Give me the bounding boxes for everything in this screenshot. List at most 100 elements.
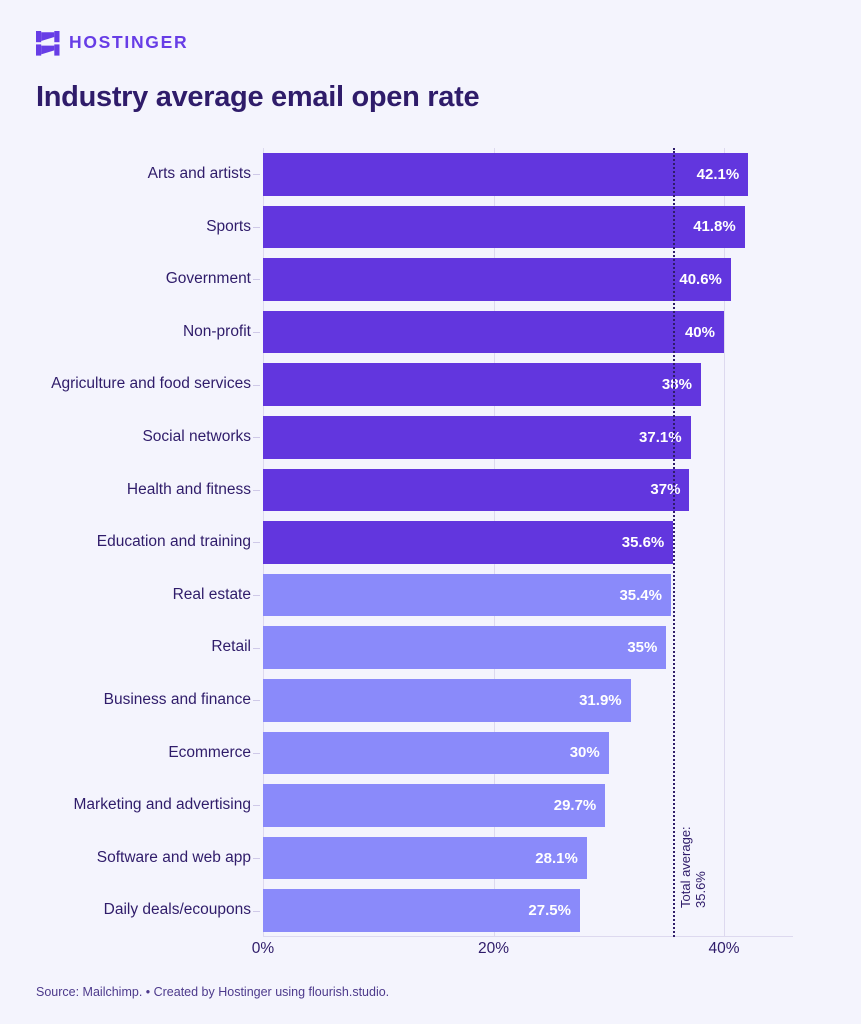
category-label: Retail bbox=[211, 638, 251, 656]
axis-tick-mark bbox=[253, 752, 260, 754]
category-label: Social networks bbox=[142, 427, 251, 445]
axis-tick-mark bbox=[253, 700, 260, 702]
bar[interactable]: 35.4% bbox=[263, 573, 671, 617]
axis-tick-mark bbox=[253, 174, 260, 176]
x-axis: 0% 20% 40% bbox=[0, 940, 861, 966]
chart-row[interactable]: Daily deals/ecoupons 27.5% bbox=[0, 884, 861, 937]
bar[interactable]: 29.7% bbox=[263, 784, 606, 827]
bar-track: 41.8% bbox=[263, 205, 861, 249]
brand-wordmark: HOSTINGER bbox=[69, 32, 189, 53]
bar-value-label: 42.1% bbox=[696, 165, 740, 183]
category-label: Education and training bbox=[96, 533, 251, 551]
axis-tick-mark bbox=[253, 279, 260, 281]
category-label: Government bbox=[165, 270, 251, 288]
bar[interactable]: 38% bbox=[263, 363, 701, 406]
source-note: Source: Mailchimp. • Created by Hostinge… bbox=[36, 985, 390, 999]
chart-row[interactable]: Agriculture and food services 38% bbox=[0, 358, 861, 411]
category-label: Arts and artists bbox=[147, 165, 251, 182]
bar-track: 35% bbox=[263, 626, 861, 669]
bar-track: 37.1% bbox=[263, 415, 861, 459]
x-tick-label: 20% bbox=[477, 940, 510, 957]
bar-track: 35.4% bbox=[263, 573, 861, 617]
bar[interactable]: 42.1% bbox=[263, 153, 749, 196]
chart-row[interactable]: Ecommerce 30% bbox=[0, 727, 861, 780]
chart-row[interactable]: Non-profit 40% bbox=[0, 306, 861, 359]
chart-axis-baseline bbox=[263, 936, 793, 937]
x-tick-label: 40% bbox=[708, 940, 740, 957]
bar-value-label: 35.4% bbox=[619, 586, 662, 604]
axis-tick-mark bbox=[253, 332, 260, 334]
bar[interactable]: 28.1% bbox=[263, 836, 587, 880]
bar[interactable]: 41.8% bbox=[263, 205, 745, 249]
chart-row[interactable]: Education and training 35.6% bbox=[0, 516, 861, 569]
bar-value-label: 31.9% bbox=[579, 691, 622, 709]
bar[interactable]: 30% bbox=[263, 731, 609, 775]
bar-track: 42.1% bbox=[263, 153, 861, 196]
chart-row[interactable]: Retail 35% bbox=[0, 621, 861, 674]
bar-value-label: 35.6% bbox=[621, 533, 665, 551]
bar-track: 37% bbox=[263, 468, 861, 512]
bar-track: 38% bbox=[263, 363, 861, 406]
chart-row[interactable]: Arts and artists 42.1% bbox=[0, 148, 861, 201]
page-title: Industry average email open rate bbox=[36, 81, 480, 113]
bar-value-label: 35% bbox=[627, 639, 658, 657]
bar-value-label: 27.5% bbox=[528, 902, 571, 920]
bar[interactable]: 37% bbox=[263, 468, 690, 512]
bar[interactable]: 37.1% bbox=[263, 415, 691, 459]
hostinger-h-logo-icon bbox=[36, 30, 60, 56]
chart-row[interactable]: Social networks 37.1% bbox=[0, 411, 861, 464]
bar-track: 35.6% bbox=[263, 521, 861, 564]
chart-plot-area: Arts and artists 42.1% Sports 41.8% Governme… bbox=[0, 148, 861, 938]
total-average-label: Total average: 35.6% bbox=[678, 826, 709, 908]
bar[interactable]: 40.6% bbox=[263, 258, 731, 301]
chart-row[interactable]: Government 40.6% bbox=[0, 253, 861, 306]
bar[interactable]: 40% bbox=[263, 310, 724, 354]
x-tick-label: 0% bbox=[251, 940, 275, 957]
chart-header: HOSTINGER Industry average email open ra… bbox=[36, 30, 826, 114]
bar[interactable]: 27.5% bbox=[263, 889, 580, 932]
bar[interactable]: 35.6% bbox=[263, 521, 674, 564]
bar-track: 29.7% bbox=[263, 784, 861, 827]
bar-value-label: 30% bbox=[569, 744, 600, 762]
axis-tick-mark bbox=[253, 910, 260, 912]
chart-bar-rows: Arts and artists 42.1% Sports 41.8% Governme… bbox=[0, 148, 861, 937]
bar-value-label: 29.7% bbox=[553, 796, 597, 814]
chart-row[interactable]: Health and fitness 37% bbox=[0, 464, 861, 517]
chart-row[interactable]: Real estate 35.4% bbox=[0, 569, 861, 622]
category-label: Non-profit bbox=[182, 322, 251, 340]
chart-row[interactable]: Software and web app 28.1% bbox=[0, 832, 861, 885]
bar-value-label: 28.1% bbox=[535, 849, 578, 867]
bar-track: 31.9% bbox=[263, 678, 861, 722]
category-label: Software and web app bbox=[96, 848, 251, 866]
bar[interactable]: 35% bbox=[263, 626, 667, 669]
axis-tick-mark bbox=[253, 384, 260, 386]
axis-tick-mark bbox=[253, 858, 260, 860]
axis-tick-mark bbox=[253, 595, 260, 597]
bar-value-label: 40.6% bbox=[679, 270, 722, 288]
chart-row[interactable]: Sports 41.8% bbox=[0, 201, 861, 254]
bar-track: 27.5% bbox=[263, 889, 861, 932]
category-label: Health and fitness bbox=[126, 480, 251, 498]
axis-tick-mark bbox=[253, 489, 260, 491]
bar-value-label: 40% bbox=[684, 323, 715, 341]
category-label: Agriculture and food services bbox=[51, 375, 251, 393]
axis-tick-mark bbox=[253, 226, 260, 228]
bar-value-label: 41.8% bbox=[693, 218, 736, 236]
chart-row[interactable]: Marketing and advertising 29.7% bbox=[0, 779, 861, 832]
bar[interactable]: 31.9% bbox=[263, 678, 631, 722]
category-label: Ecommerce bbox=[168, 743, 251, 761]
bar-track: 40.6% bbox=[263, 258, 861, 301]
bar-value-label: 38% bbox=[661, 376, 692, 394]
total-average-line bbox=[673, 148, 676, 937]
chart-row[interactable]: Business and finance 31.9% bbox=[0, 674, 861, 727]
category-label: Sports bbox=[206, 217, 251, 235]
axis-tick-mark bbox=[253, 542, 260, 544]
bar-track: 40% bbox=[263, 310, 861, 354]
bar-value-label: 37% bbox=[650, 481, 681, 499]
category-label: Real estate bbox=[172, 585, 251, 603]
bar-value-label: 37.1% bbox=[639, 428, 682, 446]
category-label: Daily deals/ecoupons bbox=[103, 901, 251, 919]
bar-track: 28.1% bbox=[263, 836, 861, 880]
axis-tick-mark bbox=[253, 805, 260, 807]
brand-logo: HOSTINGER bbox=[36, 30, 826, 56]
